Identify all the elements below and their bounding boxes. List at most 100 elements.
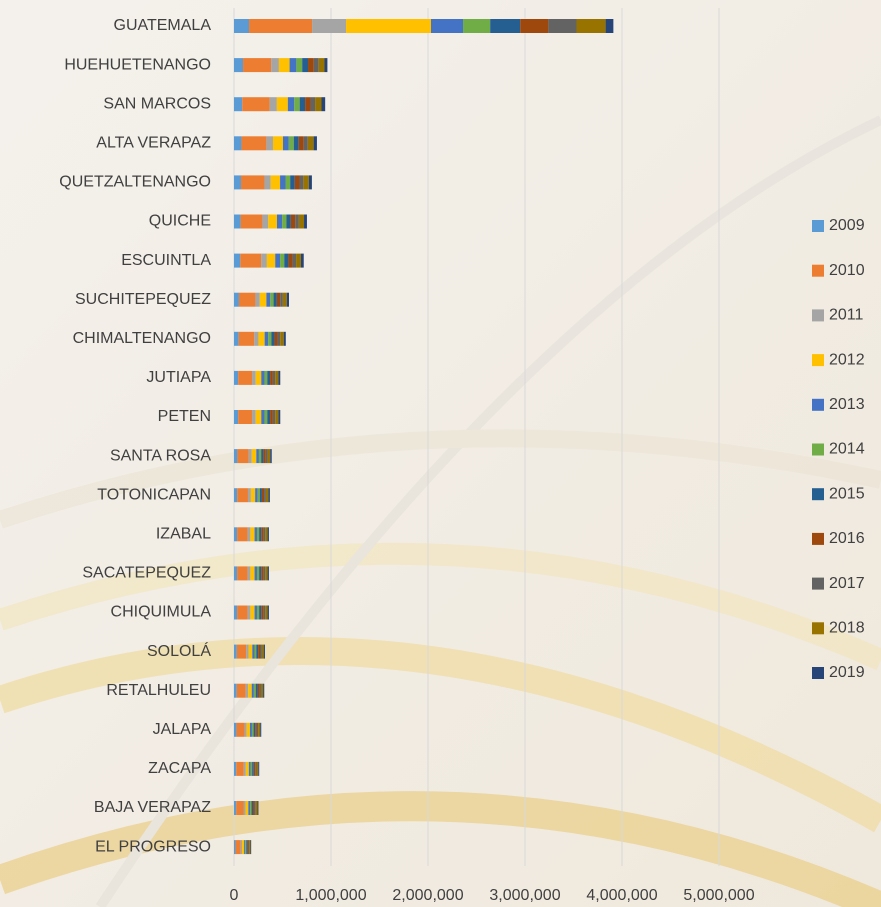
bar-segment [277, 293, 280, 307]
bar-segment [265, 527, 267, 541]
bar-segment [244, 801, 246, 815]
bar-segment [261, 371, 264, 385]
bar-segment [242, 97, 269, 111]
bar-segment [252, 801, 253, 815]
bar-segment [234, 606, 237, 620]
x-tick-label: 1,000,000 [295, 887, 366, 904]
bar-segment [431, 19, 463, 33]
bar-segment [234, 801, 236, 815]
legend-swatch [812, 444, 824, 456]
y-tick-label: PETEN [158, 408, 211, 425]
y-tick-label: SANTA ROSA [110, 447, 211, 464]
bar-segment [258, 332, 264, 346]
bar-segment [325, 58, 328, 72]
bar-segment [264, 488, 266, 502]
bar-segment [308, 136, 314, 150]
bar-segment [273, 371, 275, 385]
bar-segment [261, 410, 264, 424]
bar-segment [237, 527, 247, 541]
bar-segment [256, 645, 258, 659]
bar-segment [239, 293, 255, 307]
bar-segment [237, 606, 247, 620]
bar-segment [256, 371, 262, 385]
y-tick-label: BAJA VERAPAZ [94, 799, 211, 816]
bar-segment [490, 19, 520, 33]
bar-segment [274, 293, 277, 307]
bar-segment [261, 527, 263, 541]
bar-segment [267, 371, 270, 385]
bar-segment [346, 19, 431, 33]
bar-segment [299, 175, 303, 189]
bar-segment [249, 840, 250, 854]
bar-segment [248, 527, 251, 541]
y-tick-label: ALTA VERAPAZ [96, 135, 211, 152]
x-tick-label: 2,000,000 [392, 887, 463, 904]
bar-segment [251, 488, 255, 502]
legend-label: 2017 [829, 575, 865, 592]
bar-segment [234, 645, 237, 659]
bar-segment [247, 840, 248, 854]
bar-segment [250, 801, 251, 815]
bar-segment [256, 684, 258, 698]
bar-segment [254, 723, 256, 737]
bar-segment [261, 254, 267, 268]
bar-segment [259, 566, 261, 580]
bar-segment [295, 215, 299, 229]
bar-segment [270, 293, 273, 307]
legend-swatch [812, 265, 824, 277]
x-tick-label: 5,000,000 [683, 887, 754, 904]
bar-segment [240, 254, 261, 268]
bar-segment [241, 175, 264, 189]
bar-segment [258, 723, 260, 737]
bar-segment [262, 488, 264, 502]
legend-swatch [812, 622, 824, 634]
bar-segment [286, 215, 290, 229]
bar-segment [246, 840, 247, 854]
bar-segment [259, 606, 261, 620]
bar-segment [234, 371, 238, 385]
bar-segment [266, 488, 269, 502]
legend-swatch [812, 220, 824, 232]
bar-segment [254, 801, 255, 815]
bar-segment [284, 254, 288, 268]
bar-segment [267, 254, 275, 268]
bar-segment [277, 215, 282, 229]
bar-segment [252, 645, 254, 659]
bar-segment [267, 410, 270, 424]
bar-segment [236, 762, 244, 776]
bar-segment [264, 410, 267, 424]
bar-segment [275, 254, 280, 268]
bar-segment [273, 410, 275, 424]
bar-segment [258, 645, 260, 659]
bar-segment [268, 527, 269, 541]
legend-label: 2015 [829, 485, 865, 502]
bar-segment [266, 136, 273, 150]
bar-segment [261, 684, 263, 698]
bar-segment [255, 566, 257, 580]
bar-segment [257, 762, 259, 776]
bar-segment [259, 527, 261, 541]
bar-segment [263, 606, 265, 620]
y-tick-label: CHIQUIMULA [111, 604, 212, 621]
legend-label: 2014 [829, 441, 865, 458]
bar-segment [237, 449, 248, 463]
bar-segment [237, 645, 246, 659]
bar-segment [291, 215, 295, 229]
bar-segment [262, 645, 264, 659]
bar-segment [254, 762, 256, 776]
bar-segment [248, 606, 251, 620]
bar-segment [274, 332, 277, 346]
bar-segment [268, 215, 277, 229]
bar-segment [255, 488, 258, 502]
chart: 01,000,0002,000,0003,000,0004,000,0005,0… [0, 0, 881, 907]
bar-segment [255, 723, 257, 737]
y-tick-label: IZABAL [156, 526, 211, 543]
bar-segment [263, 566, 265, 580]
bar-segment [248, 840, 249, 854]
bar-segment [294, 136, 299, 150]
y-tick-label: EL PROGRESO [95, 838, 211, 855]
bar-segment [260, 723, 261, 737]
bar-segment [278, 410, 280, 424]
bar-segment [256, 801, 258, 815]
bar-segment [247, 723, 250, 737]
